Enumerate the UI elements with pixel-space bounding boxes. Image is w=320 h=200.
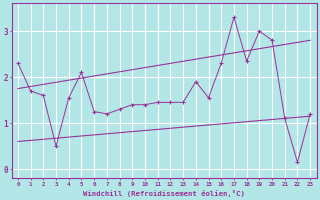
X-axis label: Windchill (Refroidissement éolien,°C): Windchill (Refroidissement éolien,°C) [83,190,245,197]
